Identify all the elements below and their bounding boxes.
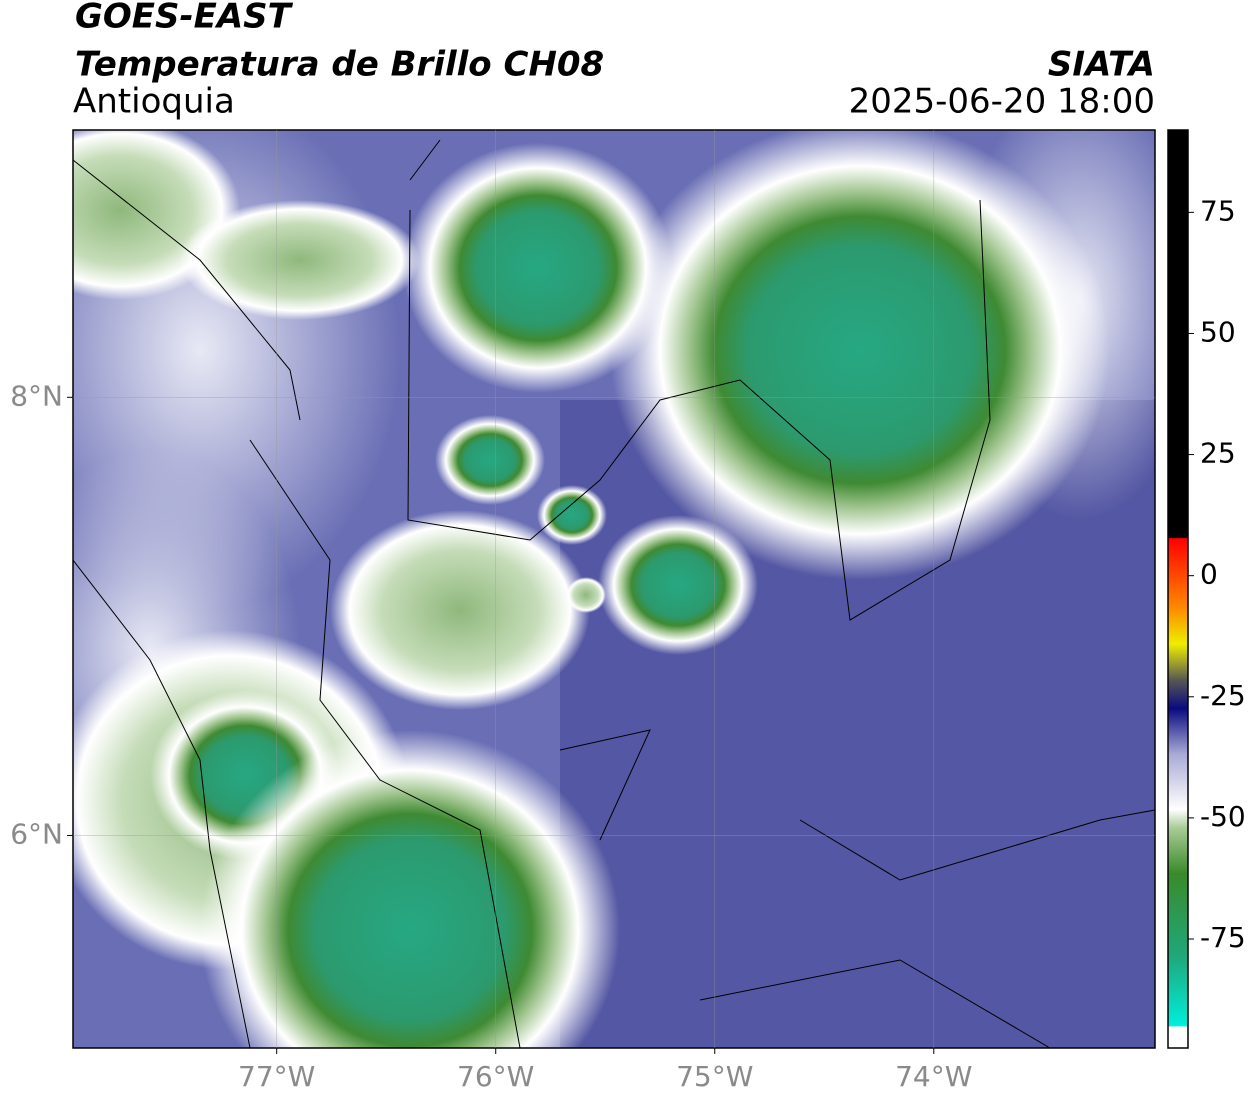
title: GOES-EAST bbox=[75, 0, 294, 37]
y-tick-label: 6°N bbox=[10, 817, 63, 850]
map-frame bbox=[72, 129, 1156, 1049]
subtitle: Temperatura de Brillo CH08 bbox=[75, 45, 604, 85]
colorbar-tick-label: -50 bbox=[1200, 800, 1246, 833]
colorbar-tick-label: -75 bbox=[1200, 921, 1246, 954]
colorbar-tick-label: 75 bbox=[1200, 194, 1236, 227]
map-image bbox=[73, 130, 1155, 1048]
colorbar-tick-label: 0 bbox=[1200, 558, 1218, 591]
region: Antioquia bbox=[73, 82, 235, 122]
x-tick-label: 76°W bbox=[457, 1060, 534, 1093]
x-tick-label: 77°W bbox=[238, 1060, 315, 1093]
datetime: 2025-06-20 18:00 bbox=[849, 82, 1155, 122]
colorbar bbox=[1167, 129, 1189, 1049]
x-tick-label: 75°W bbox=[676, 1060, 753, 1093]
colorbar-tick-label: 50 bbox=[1200, 315, 1236, 348]
colorbar-tick-label: -25 bbox=[1200, 679, 1246, 712]
x-tick-label: 74°W bbox=[895, 1060, 972, 1093]
colorbar-tick-label: 25 bbox=[1200, 437, 1236, 470]
source: SIATA bbox=[1048, 45, 1155, 85]
y-tick-label: 8°N bbox=[10, 379, 63, 412]
